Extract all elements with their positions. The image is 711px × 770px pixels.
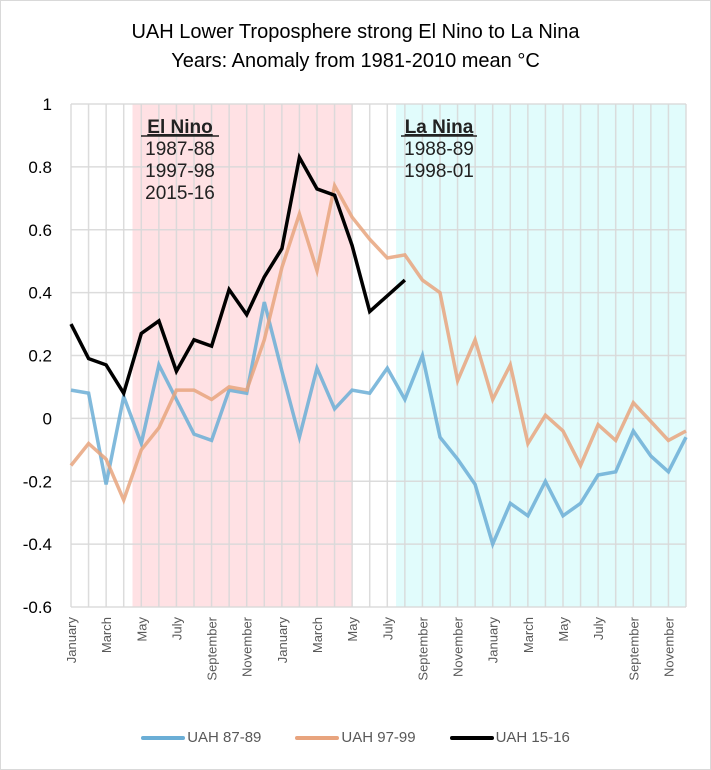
legend-swatch bbox=[295, 735, 340, 740]
annotation-years: 1998-01 bbox=[404, 161, 474, 182]
annotation-years: 1988-89 bbox=[404, 139, 474, 160]
series-line-uah-15-16 bbox=[69, 152, 407, 398]
la-nina-heading: La Nina bbox=[405, 117, 474, 138]
series-line-uah-97-99 bbox=[69, 180, 687, 505]
annotation-years: 2015-16 bbox=[145, 183, 215, 204]
y-tick-label: -0.2 bbox=[23, 472, 52, 491]
x-tick-label: January bbox=[486, 617, 501, 664]
x-tick-label: September bbox=[626, 616, 641, 680]
chart-title: UAH Lower Troposphere strong El Nino to … bbox=[131, 21, 580, 43]
y-tick-label: 0.2 bbox=[28, 347, 52, 366]
x-tick-label: November bbox=[661, 616, 676, 677]
x-tick-label: May bbox=[134, 617, 149, 642]
legend-swatch bbox=[449, 735, 494, 740]
chart-subtitle: Years: Anomaly from 1981-2010 mean °C bbox=[171, 50, 540, 72]
y-tick-label: 1 bbox=[43, 95, 52, 114]
x-tick-label: March bbox=[99, 617, 114, 653]
x-tick-label: November bbox=[240, 616, 255, 677]
y-tick-label: 0.8 bbox=[28, 158, 52, 177]
y-tick-label: 0.6 bbox=[28, 221, 52, 240]
x-tick-label: September bbox=[205, 616, 220, 680]
x-tick-label: May bbox=[345, 617, 360, 642]
legend: UAH 87-89 UAH 97-99 UAH 15-16 bbox=[0, 729, 711, 746]
x-tick-label: March bbox=[310, 617, 325, 653]
annotation-years: 1997-98 bbox=[145, 161, 215, 182]
x-tick-label: January bbox=[64, 617, 79, 664]
x-tick-label: July bbox=[591, 617, 606, 641]
legend-swatch bbox=[141, 735, 186, 740]
x-tick-label: November bbox=[451, 616, 466, 677]
x-tick-label: May bbox=[556, 617, 571, 642]
el-nino-heading: El Nino bbox=[147, 117, 212, 138]
x-tick-label: July bbox=[380, 617, 395, 641]
annotation-years: 1987-88 bbox=[145, 139, 215, 160]
y-tick-label: 0.4 bbox=[28, 284, 52, 303]
legend-item-uah-87-89: UAH 87-89 bbox=[141, 729, 261, 746]
legend-label: UAH 87-89 bbox=[187, 729, 262, 746]
y-tick-label: -0.4 bbox=[23, 535, 52, 554]
x-tick-label: January bbox=[275, 617, 290, 664]
x-tick-label: July bbox=[169, 617, 184, 641]
legend-item-uah-15-16: UAH 15-16 bbox=[449, 729, 570, 746]
x-tick-label: March bbox=[521, 617, 536, 653]
legend-item-uah-97-99: UAH 97-99 bbox=[295, 729, 416, 746]
legend-label: UAH 97-99 bbox=[341, 729, 416, 746]
x-tick-label: September bbox=[415, 616, 430, 680]
legend-label: UAH 15-16 bbox=[495, 729, 570, 746]
y-tick-label: 0 bbox=[43, 409, 52, 428]
y-tick-label: -0.6 bbox=[23, 598, 52, 617]
